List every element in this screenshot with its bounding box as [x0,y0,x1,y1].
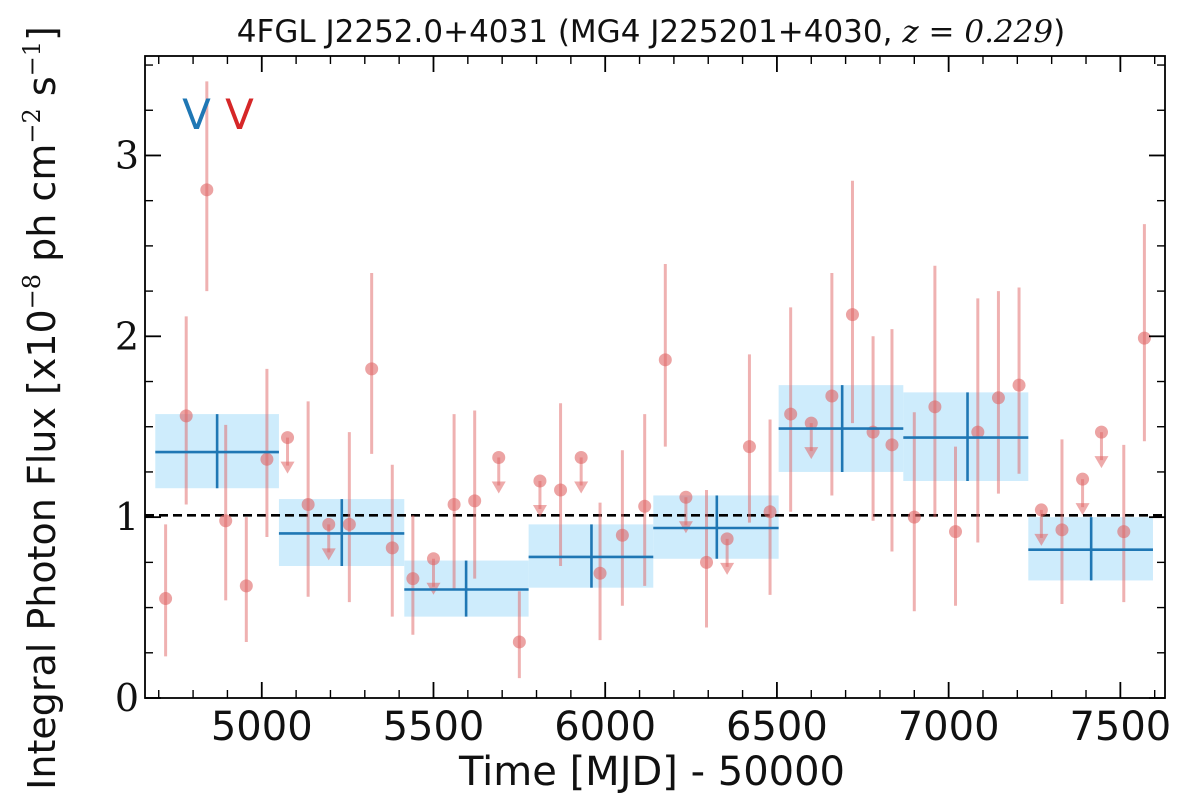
monthly-flux-point [179,409,193,423]
plot-area [145,81,1165,679]
monthly-flux-point [907,510,921,524]
upper-limit-arrow [720,562,735,575]
upper-limit-arrow [491,481,506,494]
x-tick-label: 5500 [383,704,485,750]
chart-title-end: ) [1053,14,1065,50]
monthly-flux-point [593,566,607,580]
upper-limit-arrow [1034,533,1049,546]
monthly-flux-point [385,541,399,555]
upper-limit-arrow [804,447,819,460]
monthly-flux-point [845,308,859,322]
y-tick-label: 3 [115,133,139,177]
monthly-flux-point [219,514,233,528]
monthly-flux-point [971,425,985,439]
x-tick-label: 7000 [898,704,1000,750]
y-tick-label: 2 [115,314,139,358]
upper-limit-arrow [1075,503,1090,516]
x-tick-label: 5000 [211,704,313,750]
monthly-flux-point [949,525,963,539]
upper-limit-arrow [321,548,336,561]
upper-limit-arrow [1094,456,1109,469]
y-axis-label-close: ] [20,26,64,41]
monthly-flux-point [700,555,714,569]
monthly-flux-point [1012,378,1026,392]
chart-title-main: 4FGL J2252.0+4031 (MG4 J225201+4030, [237,14,903,50]
monthly-flux-point [928,400,942,414]
monthly-flux-point [658,353,672,367]
monthly-flux-point [365,362,379,376]
event-marker: V [225,90,254,139]
x-tick-label: 6000 [554,704,656,750]
x-tick-label: 7500 [1069,704,1171,750]
x-axis-label: Time [MJD] - 50000 [458,749,845,795]
y-axis-label-exponent: −8 [18,274,46,309]
monthly-flux-point [200,183,214,197]
y-tick-label: 1 [115,495,139,539]
monthly-flux-point [1117,525,1131,539]
monthly-flux-point [1055,523,1069,537]
monthly-flux-point [1137,331,1151,345]
monthly-flux-point [260,452,274,466]
chart-title: 4FGL J2252.0+4031 (MG4 J225201+4030, z =… [237,14,1065,50]
y-tick-label: 0 [115,676,139,720]
chart-title-redshift: z = 0.229 [901,14,1053,50]
upper-limit-arrow [280,461,295,474]
y-axis-label-main: Integral Photon Flux [x10 [20,309,64,790]
y-axis-label: Integral Photon Flux [x10−8 ph cm−2 s−1] [18,26,64,790]
monthly-flux-point [638,499,652,513]
y-axis-label-exponent-2: −2 [18,108,46,143]
y-axis-label-units: ph cm [20,144,64,274]
upper-limit-arrow [574,481,589,494]
y-axis-label-exponent-3: −1 [18,41,46,76]
monthly-flux-point [991,391,1005,405]
monthly-flux-point [239,579,253,593]
monthly-flux-point [784,407,798,421]
event-marker: V [182,90,211,139]
monthly-flux-point [615,528,629,542]
x-tick-label: 6500 [726,704,828,750]
upper-limit-arrow [532,504,547,517]
monthly-flux-point [447,497,461,511]
plot-inner [145,81,1165,679]
monthly-flux-point [763,505,777,519]
y-axis-label-units-2: s [20,76,64,108]
plot-frame [144,55,1166,699]
monthly-flux-point [159,592,173,606]
monthly-flux-point [512,635,526,649]
monthly-flux-point [742,440,756,454]
monthly-flux-point [301,497,315,511]
monthly-flux-point [885,438,899,452]
monthly-flux-point [468,494,482,508]
monthly-flux-point [406,572,420,586]
monthly-flux-point [342,517,356,531]
monthly-flux-point [554,483,568,497]
monthly-flux-point [825,389,839,403]
